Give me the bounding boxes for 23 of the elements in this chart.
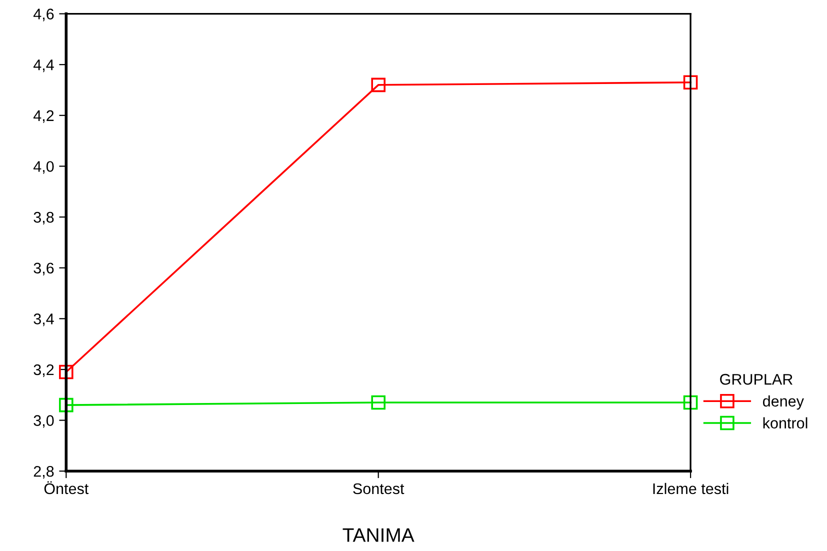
point (683, 395, 698, 410)
y-tick-label: 3,0 (34, 415, 54, 428)
y-tick-label: 3,4 (34, 314, 54, 326)
y-tick-label: 3,6 (34, 262, 54, 276)
point (371, 395, 386, 410)
point (59, 398, 74, 412)
y-tick-label: 4,6 (33, 8, 54, 22)
legend-title: GRUPLAR (720, 374, 792, 385)
x-axis-title: TANIMA (342, 528, 414, 542)
y-tick-label: 3,8 (34, 212, 54, 225)
point (59, 364, 74, 380)
y-tick-label: 4,2 (33, 110, 54, 123)
x-tick-label: Sontest (353, 483, 404, 494)
y-tick-label: 4,0 (33, 161, 54, 174)
y-tick-label: 3,2 (34, 364, 54, 377)
point (683, 75, 698, 90)
y-tick-label: 4,4 (33, 60, 54, 72)
x-tick-label: Izleme testi (653, 482, 728, 494)
legend-label: kontrol (763, 417, 808, 428)
y-tick-label: 2,8 (34, 466, 54, 479)
point (371, 78, 386, 92)
x-tick-label: Öntest (44, 481, 89, 494)
legend-label: deney (762, 395, 804, 410)
